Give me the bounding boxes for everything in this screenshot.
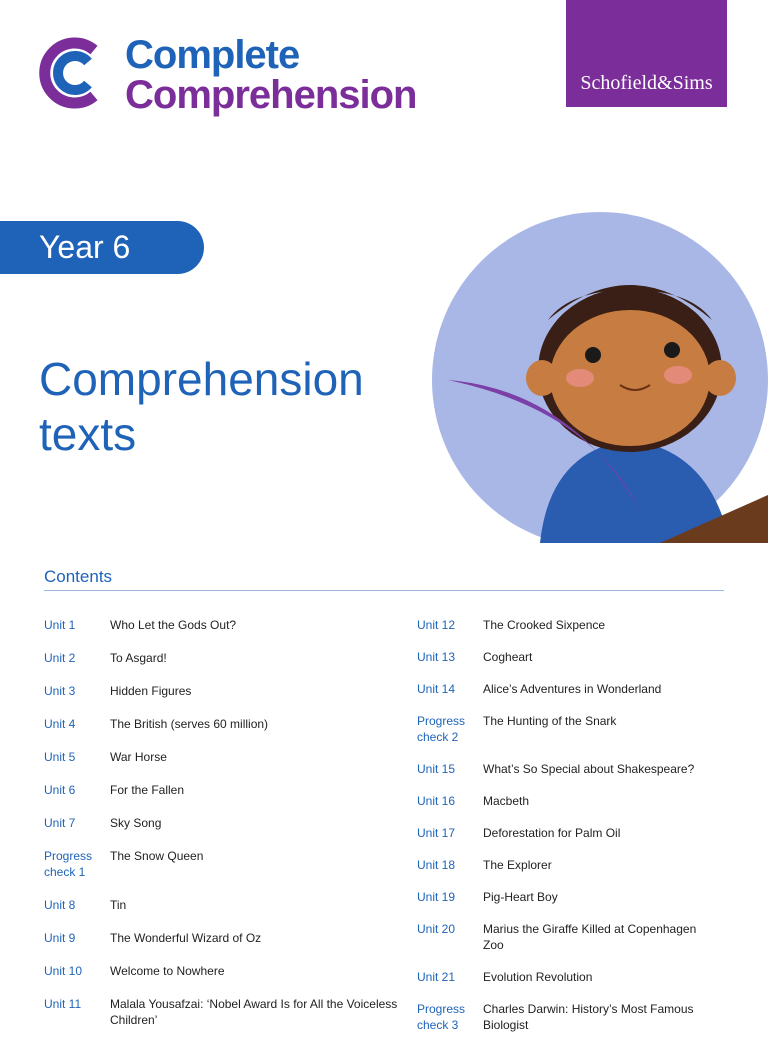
unit-label: Progress check 1 xyxy=(44,849,93,879)
unit-label: Progress check 3 xyxy=(417,1002,466,1032)
unit-label: Unit 19 xyxy=(417,890,456,904)
contents-row: Progress check 3 Charles Darwin: History’… xyxy=(417,1001,713,1033)
logo-line1: Complete xyxy=(125,33,300,77)
unit-label: Unit 16 xyxy=(417,794,456,808)
contents-row: Unit 20 Marius the Giraffe Killed at Cope… xyxy=(417,921,713,953)
contents-row: Unit 9 The Wonderful Wizard of Oz xyxy=(44,930,400,946)
unit-title: The British (serves 60 million) xyxy=(110,717,269,731)
illustration xyxy=(432,212,768,543)
publisher: Schofield&Sims xyxy=(580,72,713,94)
contents-row: Unit 4 The British (serves 60 million) xyxy=(44,716,400,732)
contents-row: Unit 21 Evolution Revolution xyxy=(417,969,713,985)
unit-title: The Snow Queen xyxy=(110,849,204,863)
unit-title: Marius the Giraffe Killed at Copenhagen … xyxy=(483,922,697,952)
unit-label: Unit 7 xyxy=(44,816,76,830)
year-badge: Year 6 xyxy=(0,221,204,274)
unit-title: What’s So Special about Shakespeare? xyxy=(483,762,695,776)
unit-title: Tin xyxy=(110,898,127,912)
contents-row: Unit 13 Cogheart xyxy=(417,649,713,665)
unit-label: Unit 6 xyxy=(44,783,76,797)
unit-label: Unit 12 xyxy=(417,618,456,632)
unit-title: War Horse xyxy=(110,750,167,764)
contents-row: Unit 1 Who Let the Gods Out? xyxy=(44,617,400,633)
unit-title: Sky Song xyxy=(110,816,162,830)
unit-label: Unit 21 xyxy=(417,970,456,984)
contents-row: Unit 18 The Explorer xyxy=(417,857,713,873)
unit-label: Unit 8 xyxy=(44,898,76,912)
contents-row: Progress check 1 The Snow Queen xyxy=(44,848,400,880)
unit-title: The Hunting of the Snark xyxy=(483,714,617,728)
contents-heading: Contents xyxy=(44,567,113,586)
unit-label: Unit 9 xyxy=(44,931,76,945)
unit-title: Deforestation for Palm Oil xyxy=(483,826,621,840)
unit-label: Unit 13 xyxy=(417,650,456,664)
contents-left: Unit 1 Who Let the Gods Out? Unit 2 To Asga… xyxy=(44,617,400,1045)
unit-label: Unit 11 xyxy=(44,997,82,1011)
unit-title: Welcome to Nowhere xyxy=(110,964,225,978)
contents-row: Unit 11 Malala Yousafzai: ‘Nobel Award Is… xyxy=(44,996,400,1028)
contents-row: Unit 16 Macbeth xyxy=(417,793,713,809)
contents-row: Unit 14 Alice’s Adventures in Wonderland xyxy=(417,681,713,697)
contents-row: Unit 10 Welcome to Nowhere xyxy=(44,963,400,979)
unit-label: Unit 15 xyxy=(417,762,456,776)
unit-title: The Explorer xyxy=(483,858,552,872)
unit-label: Unit 14 xyxy=(417,682,456,696)
contents-right: Unit 12 The Crooked Sixpence Unit 13 Coghea… xyxy=(417,617,713,1049)
unit-title: Who Let the Gods Out? xyxy=(110,618,237,632)
unit-title: Pig-Heart Boy xyxy=(483,890,558,904)
contents-row: Unit 7 Sky Song xyxy=(44,815,400,831)
contents-row: Unit 15 What’s So Special about Shakespea… xyxy=(417,761,713,777)
unit-title: The Wonderful Wizard of Oz xyxy=(110,931,262,945)
contents-row: Unit 17 Deforestation for Palm Oil xyxy=(417,825,713,841)
unit-label: Progress check 2 xyxy=(417,714,466,744)
unit-title: Macbeth xyxy=(483,794,530,808)
contents-row: Unit 8 Tin xyxy=(44,897,400,913)
contents-row: Progress check 2 The Hunting of the Snark xyxy=(417,713,713,745)
publisher-box: Schofield&Sims xyxy=(566,0,727,107)
contents-row: Unit 2 To Asgard! xyxy=(44,650,400,666)
unit-title: Hidden Figures xyxy=(110,684,192,698)
unit-title: For the Fallen xyxy=(110,783,185,797)
unit-label: Unit 17 xyxy=(417,826,456,840)
unit-title: Malala Yousafzai: ‘Nobel Award Is for Al… xyxy=(110,997,398,1027)
unit-title: Alice’s Adventures in Wonderland xyxy=(483,682,662,696)
page-title: Comprehension texts xyxy=(39,353,364,460)
contents-row: Unit 5 War Horse xyxy=(44,749,400,765)
contents-row: Unit 12 The Crooked Sixpence xyxy=(417,617,713,633)
unit-label: Unit 18 xyxy=(417,858,456,872)
contents-row: Unit 6 For the Fallen xyxy=(44,782,400,798)
contents-row: Unit 19 Pig-Heart Boy xyxy=(417,889,713,905)
unit-title: The Crooked Sixpence xyxy=(483,618,606,632)
contents-row: Unit 3 Hidden Figures xyxy=(44,683,400,699)
logo-line2: Comprehension xyxy=(125,73,417,117)
unit-title: Cogheart xyxy=(483,650,533,664)
unit-label: Unit 1 xyxy=(44,618,76,632)
logo-icon xyxy=(39,37,98,109)
unit-title: Evolution Revolution xyxy=(483,970,593,984)
unit-title: To Asgard! xyxy=(110,651,167,665)
unit-label: Unit 5 xyxy=(44,750,76,764)
unit-title: Charles Darwin: History’s Most Famous Bi… xyxy=(483,1002,694,1032)
unit-label: Unit 3 xyxy=(44,684,76,698)
divider xyxy=(44,590,724,591)
unit-label: Unit 2 xyxy=(44,651,76,665)
unit-label: Unit 4 xyxy=(44,717,76,731)
unit-label: Unit 20 xyxy=(417,922,456,936)
unit-label: Unit 10 xyxy=(44,964,83,978)
